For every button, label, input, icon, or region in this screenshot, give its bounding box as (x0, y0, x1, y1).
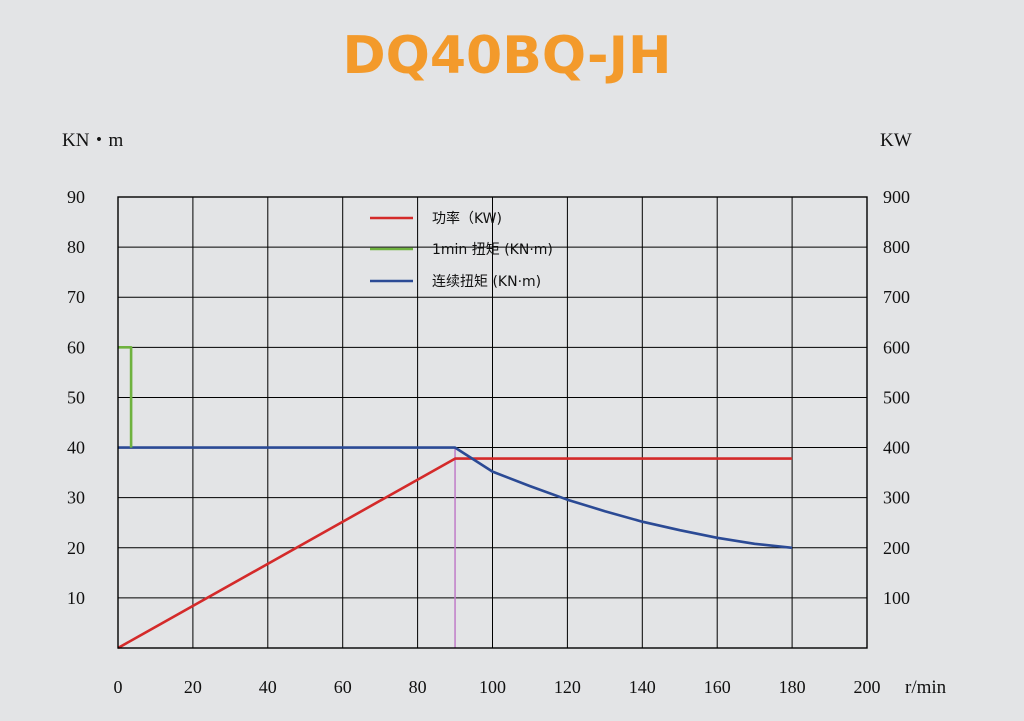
right-tick-label: 400 (883, 438, 910, 458)
left-tick-label: 10 (67, 588, 85, 608)
legend: 功率（KW) 1min 扭矩 (KN·m) 连续扭矩 (KN·m) (370, 210, 553, 290)
grid (118, 197, 867, 648)
left-tick-label: 50 (67, 387, 85, 407)
left-axis-unit: KN・m (62, 130, 123, 151)
x-tick-label: 60 (334, 677, 352, 697)
right-tick-label: 500 (883, 387, 910, 407)
x-tick-label: 160 (704, 677, 731, 697)
right-axis-unit: KW (880, 130, 912, 151)
right-tick-label: 700 (883, 287, 910, 307)
tick-labels: 0 20 40 60 80 100 120 140 160 180 200 10 20 30 40 50 60 7… (67, 187, 910, 697)
legend-label: 功率（KW) (432, 210, 502, 227)
right-tick-label: 600 (883, 337, 910, 357)
left-tick-label: 80 (67, 237, 85, 257)
series-line-2 (117, 446, 793, 550)
x-tick-label: 180 (779, 677, 806, 697)
right-tick-label: 200 (883, 538, 910, 558)
x-tick-label: 80 (409, 677, 427, 697)
x-tick-label: 0 (114, 677, 123, 697)
right-tick-label: 800 (883, 237, 910, 257)
left-tick-label: 40 (67, 438, 85, 458)
series-lines (117, 346, 793, 650)
x-tick-label: 20 (184, 677, 202, 697)
plot-frame (117, 196, 868, 649)
x-tick-label: 40 (259, 677, 277, 697)
x-tick-label: 100 (479, 677, 506, 697)
legend-label: 1min 扭矩 (KN·m) (432, 242, 553, 258)
left-tick-label: 70 (67, 287, 85, 307)
right-tick-label: 900 (883, 187, 910, 207)
x-tick-label: 120 (554, 677, 581, 697)
left-tick-label: 20 (67, 538, 85, 558)
x-tick-label: 140 (629, 677, 656, 697)
right-tick-label: 100 (883, 588, 910, 608)
chart-title: DQ40BQ-JH (343, 26, 672, 86)
x-axis-unit: r/min (905, 677, 947, 698)
series-line-1 (118, 346, 133, 448)
left-tick-label: 90 (67, 187, 85, 207)
legend-label: 连续扭矩 (KN·m) (432, 273, 541, 290)
left-tick-label: 60 (67, 337, 85, 357)
x-tick-label: 200 (854, 677, 881, 697)
series-line-0 (117, 457, 793, 650)
right-tick-label: 300 (883, 488, 910, 508)
left-tick-label: 30 (67, 488, 85, 508)
